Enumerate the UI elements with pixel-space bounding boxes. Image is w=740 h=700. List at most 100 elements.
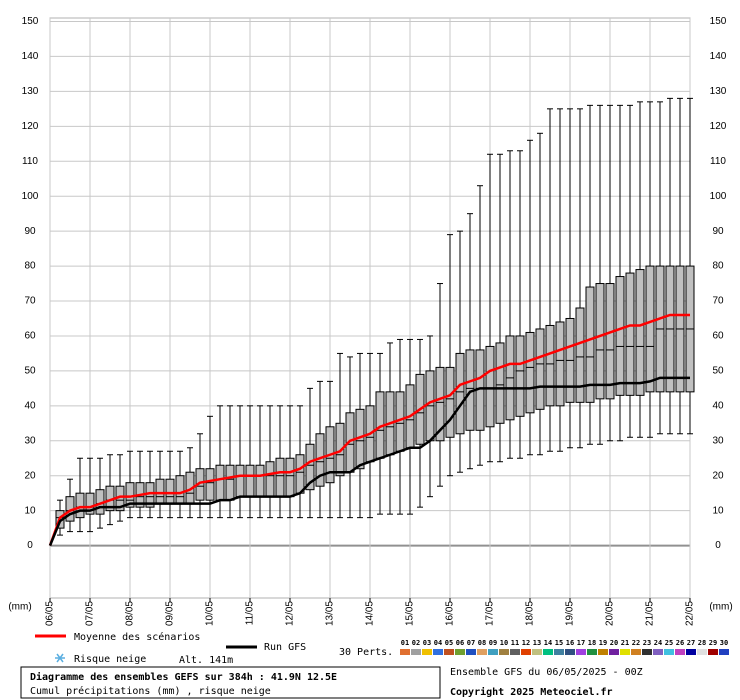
box [585,286,595,403]
member-label: 14 [544,639,552,647]
y-tick-label: 140 [22,51,39,62]
y-tick-label-right: 100 [710,191,727,202]
y-tick-label-right: 0 [715,540,721,551]
member-swatch [686,649,696,655]
member-label: 22 [632,639,640,647]
member-swatch [642,649,652,655]
x-tick-label: 21/05 [645,601,656,626]
member-swatch [455,649,465,655]
box [275,457,285,498]
member-swatch [708,649,718,655]
y-tick-label-right: 20 [712,470,724,481]
y-tick-label: 150 [22,16,39,27]
box [435,366,445,442]
member-swatch [598,649,608,655]
x-tick-label: 16/05 [445,601,456,626]
run-info: Ensemble GFS du 06/05/2025 - 00Z [450,667,643,678]
y-tick-label: 40 [24,400,36,411]
y-tick-label-right: 80 [712,261,724,272]
x-tick-label: 22/05 [685,601,696,626]
y-tick-label: 30 [24,435,36,446]
x-tick-label: 07/05 [85,601,96,626]
member-label: 02 [412,639,420,647]
series-line [48,376,690,547]
member-swatch [521,649,531,655]
y-tick-label: 60 [24,331,36,342]
box [285,457,295,498]
member-label: 05 [445,639,453,647]
member-label: 13 [533,639,541,647]
snow-label: Risque neige [74,654,146,665]
x-tick-label: 14/05 [365,601,376,626]
member-swatch [411,649,421,655]
y-tick-label-right: 150 [710,16,727,27]
member-label: 27 [687,639,695,647]
box [605,283,615,400]
x-tick-label: 12/05 [285,601,296,626]
y-unit-right: (mm) [709,602,732,613]
y-tick-label: 10 [24,505,36,516]
copyright: Copyright 2025 Meteociel.fr [450,686,613,698]
y-tick-label-right: 120 [710,121,727,132]
member-swatch [697,649,707,655]
member-label: 06 [456,639,464,647]
box [485,345,495,428]
x-tick-label: 11/05 [245,601,256,626]
legend: Moyenne des scénarios Run GFS Risque nei… [35,631,729,666]
member-label: 09 [489,639,497,647]
box [225,464,235,501]
box [215,464,225,501]
member-label: 12 [522,639,530,647]
member-swatch [444,649,454,655]
box [85,492,95,515]
member-label: 19 [599,639,607,647]
y-tick-label: 90 [24,226,36,237]
member-label: 11 [511,639,519,647]
member-label: 21 [621,639,629,647]
y-tick-label: 80 [24,261,36,272]
member-swatch [664,649,674,655]
legend-gfs: Run GFS [264,642,306,653]
y-tick-label: 50 [24,366,36,377]
x-tick-label: 15/05 [405,601,416,626]
y-tick-label-right: 130 [710,86,727,97]
box [535,328,545,410]
box [635,269,645,396]
member-label: 15 [555,639,563,647]
box [525,331,535,414]
member-swatch [576,649,586,655]
x-tick-label: 13/05 [325,601,336,626]
member-swatch [488,649,498,655]
x-tick-label: 06/05 [45,601,56,626]
legend-mean: Moyenne des scénarios [74,631,200,643]
y-tick-label-right: 140 [710,51,727,62]
box [595,283,605,400]
member-swatch [653,649,663,655]
member-label: 01 [401,639,409,647]
box [295,454,305,494]
box [645,265,655,393]
box [245,464,255,498]
y-tick-label-right: 70 [712,296,724,307]
member-swatch [532,649,542,655]
member-swatch [499,649,509,655]
x-tick-label: 18/05 [525,601,536,626]
member-label: 08 [478,639,486,647]
member-swatch [510,649,520,655]
member-label: 24 [654,639,662,647]
member-label: 29 [709,639,717,647]
x-tick-label: 09/05 [165,601,176,626]
y-tick-label: 70 [24,296,36,307]
member-label: 26 [676,639,684,647]
box [205,468,215,501]
box [155,478,165,505]
member-label: 04 [434,639,442,647]
member-label: 18 [588,639,596,647]
member-swatch [400,649,410,655]
box [545,324,555,407]
plot-area: 0 0 10 10 20 20 30 30 40 40 50 50 60 60 70 70 80 80 90 90 10… [22,16,727,626]
member-swatch [675,649,685,655]
box [445,366,455,438]
box [575,307,585,403]
y-tick-label: 130 [22,86,39,97]
